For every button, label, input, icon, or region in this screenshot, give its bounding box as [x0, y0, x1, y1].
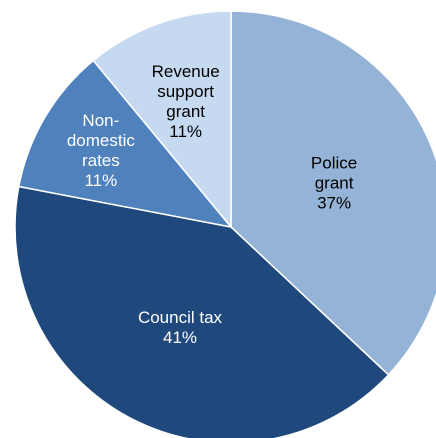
pie-slice-label-2: Non-domestic rates 11% — [67, 111, 136, 190]
pie-slice-0 — [230, 10, 436, 376]
pie-slice-label-line: support — [157, 82, 214, 101]
pie-slice-label-line: Police — [311, 153, 357, 172]
pie-slice-label-line: 37% — [317, 193, 351, 212]
pie-slice-label-line: grant — [166, 102, 205, 121]
pie-slice-label-line: grant — [315, 173, 354, 192]
pie-slice-label-line: Non- — [82, 111, 119, 130]
pie-slice-label-1: Council tax 41% — [138, 308, 223, 347]
pie-slice-label-line: domestic — [67, 131, 136, 150]
pie-slice-label-0: Police grant 37% — [311, 153, 357, 212]
pie-slice-label-3: Revenue support grant 11% — [152, 62, 220, 141]
pie-slice-1 — [14, 185, 390, 438]
pie-slice-label-line: Revenue — [152, 62, 220, 81]
pie-slice-label-line: Council tax — [138, 308, 223, 327]
pie-slice-label-line: rates — [82, 151, 120, 170]
pie-slice-label-line: 11% — [169, 122, 202, 141]
pie-slice-label-line: 11% — [84, 171, 117, 190]
pie-slice-label-line: 41% — [163, 328, 197, 347]
pie-slice-3 — [92, 10, 232, 230]
pie-slice-2 — [17, 59, 233, 229]
